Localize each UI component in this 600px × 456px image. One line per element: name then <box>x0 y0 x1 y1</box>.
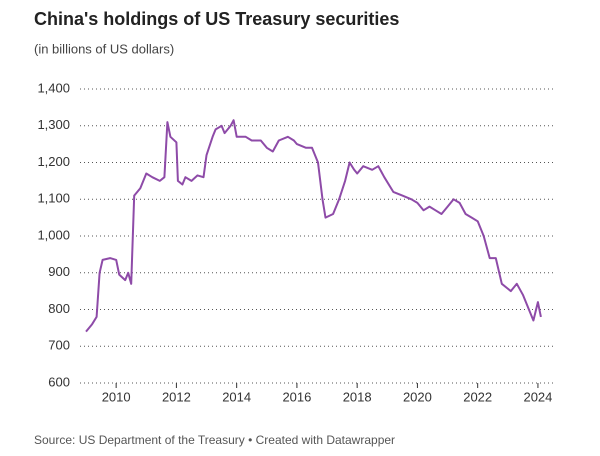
y-tick-label: 600 <box>48 374 70 389</box>
y-tick-label: 1,000 <box>37 227 70 242</box>
x-tick-label: 2014 <box>222 389 251 404</box>
x-tick-label: 2012 <box>162 389 191 404</box>
y-tick-label: 700 <box>48 338 70 353</box>
y-tick-label: 900 <box>48 264 70 279</box>
x-tick-label: 2010 <box>102 389 131 404</box>
y-tick-label: 1,400 <box>37 80 70 95</box>
x-tick-label: 2016 <box>282 389 311 404</box>
chart-subtitle: (in billions of US dollars) <box>34 41 174 56</box>
y-tick-label: 1,100 <box>37 191 70 206</box>
data-line <box>85 119 542 333</box>
x-tick-label: 2022 <box>463 389 492 404</box>
y-tick-label: 1,300 <box>37 117 70 132</box>
source-note: Source: US Department of the Treasury • … <box>34 433 395 447</box>
y-tick-label: 800 <box>48 301 70 316</box>
y-tick-label: 1,200 <box>37 154 70 169</box>
x-tick-label: 2020 <box>403 389 432 404</box>
x-tick-label: 2018 <box>343 389 372 404</box>
chart-title: China's holdings of US Treasury securiti… <box>34 9 399 29</box>
x-tick-label: 2024 <box>523 389 552 404</box>
